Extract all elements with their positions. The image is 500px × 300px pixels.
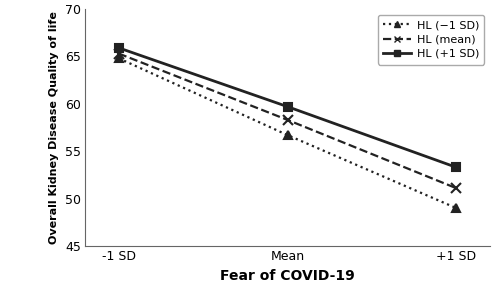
Line: HL (mean): HL (mean) — [114, 49, 461, 193]
HL (mean) — [284, 118, 290, 122]
HL (−1 SD) — [453, 206, 459, 210]
HL (+1 SD) — [116, 46, 122, 50]
HL (mean) — [453, 186, 459, 190]
Legend: HL (−1 SD), HL (mean), HL (+1 SD): HL (−1 SD), HL (mean), HL (+1 SD) — [378, 15, 484, 64]
HL (+1 SD) — [284, 105, 290, 108]
X-axis label: Fear of COVID-19: Fear of COVID-19 — [220, 269, 355, 283]
Line: HL (−1 SD): HL (−1 SD) — [114, 54, 461, 212]
HL (−1 SD) — [284, 133, 290, 137]
HL (mean) — [116, 52, 122, 56]
Y-axis label: Overall Kidney Disease Quality of life: Overall Kidney Disease Quality of life — [50, 11, 59, 244]
HL (−1 SD) — [116, 56, 122, 60]
Line: HL (+1 SD): HL (+1 SD) — [114, 44, 461, 172]
HL (+1 SD) — [453, 166, 459, 169]
